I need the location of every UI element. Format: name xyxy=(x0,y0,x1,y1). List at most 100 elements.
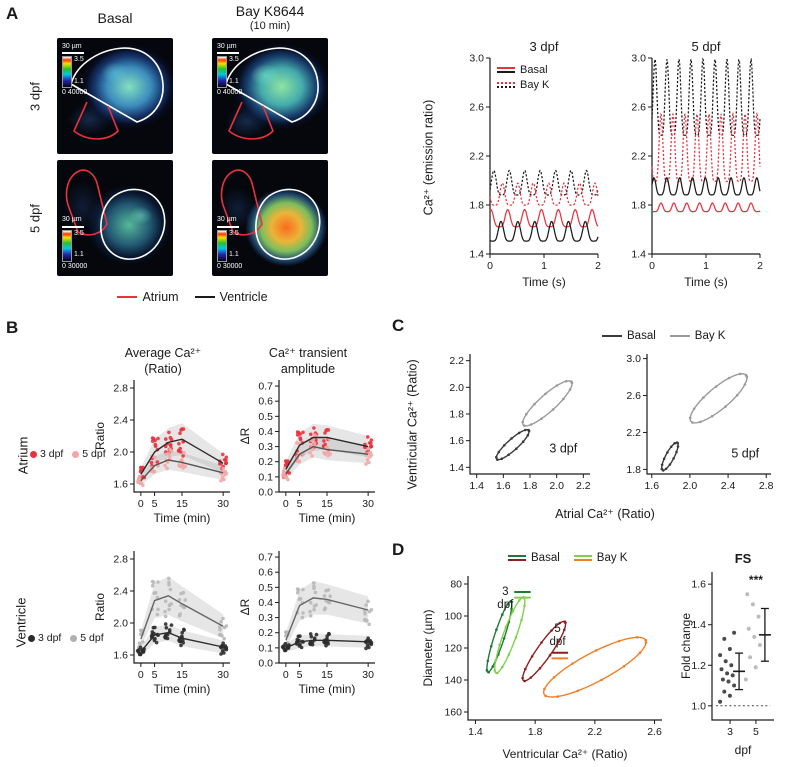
svg-text:0: 0 xyxy=(283,498,289,510)
svg-text:15: 15 xyxy=(321,669,333,681)
region-outlines xyxy=(65,169,166,260)
svg-text:3.0: 3.0 xyxy=(469,53,484,65)
svg-text:2.8: 2.8 xyxy=(113,383,128,395)
svg-text:2.0: 2.0 xyxy=(449,382,464,394)
row-label-3dpf: 3 dpf xyxy=(27,82,43,111)
colorbar xyxy=(62,229,72,262)
svg-text:ΔR: ΔR xyxy=(238,427,252,444)
svg-text:Time (s): Time (s) xyxy=(522,275,566,289)
colorbar-min: 1.1 xyxy=(74,251,84,259)
colorbar-min: 1.1 xyxy=(229,251,239,259)
legend-label: 5 dpf xyxy=(80,632,104,644)
svg-text:1.6: 1.6 xyxy=(449,435,464,447)
svg-text:Time (min): Time (min) xyxy=(299,682,356,696)
legend-item-bayk: Bay K xyxy=(573,552,627,564)
svg-text:5: 5 xyxy=(152,498,158,510)
calibration-block: 30 µm 3.5 1.1 0 30000 xyxy=(217,216,242,271)
phase-legend: Basal Bay K xyxy=(602,330,725,342)
svg-text:140: 140 xyxy=(444,675,462,687)
panel-c-label: C xyxy=(392,316,405,335)
basal-ventricle-line xyxy=(497,71,515,73)
bayk-lines-swatch xyxy=(573,555,592,561)
svg-text:160: 160 xyxy=(444,707,462,719)
svg-text:1.8: 1.8 xyxy=(523,480,538,492)
fluorescence-image-3dpf-basal: 30 µm 3.5 1.1 0 40000 xyxy=(57,38,173,154)
svg-text:0.4: 0.4 xyxy=(258,597,273,609)
svg-text:1.6: 1.6 xyxy=(496,480,511,492)
chart-atrium-ratio: 0 5 15 30 1.6 2.0 2.4 2.8 Time (min) Ratio xyxy=(93,380,230,525)
col-title-line2: amplitude xyxy=(280,361,336,376)
legend-item-ventricle: Ventricle xyxy=(194,290,268,304)
svg-text:1.8: 1.8 xyxy=(626,464,641,476)
svg-text:0.6: 0.6 xyxy=(258,396,273,408)
intensity-range: 0 40000 xyxy=(217,89,243,97)
ventricle-outline xyxy=(225,47,319,123)
svg-text:1.4: 1.4 xyxy=(691,619,706,631)
svg-text:0.3: 0.3 xyxy=(258,612,273,624)
fluorescence-image-3dpf-bayk: 30 µm 3.5 1.1 0 40000 xyxy=(212,38,328,154)
svg-text:Time (min): Time (min) xyxy=(299,511,356,525)
svg-text:0: 0 xyxy=(138,669,144,681)
calibration-block: 30 µm 3.5 1.1 0 30000 xyxy=(62,216,87,271)
bayk-line-swatch xyxy=(497,82,515,88)
bayk-3dpf-line xyxy=(573,555,592,557)
svg-text:2: 2 xyxy=(595,260,601,272)
row-label-5dpf: 5 dpf xyxy=(27,204,43,233)
svg-text:0.5: 0.5 xyxy=(258,411,273,423)
svg-text:3 dpf: 3 dpf xyxy=(530,39,559,54)
svg-text:0: 0 xyxy=(283,669,289,681)
legend-label: 5 dpf xyxy=(82,448,106,460)
svg-text:0: 0 xyxy=(487,260,493,272)
svg-text:dpf: dpf xyxy=(735,743,752,757)
calibration-block: 30 µm 3.5 1.1 0 40000 xyxy=(217,43,242,98)
svg-text:3: 3 xyxy=(727,726,733,738)
col-title-line2: (Ratio) xyxy=(144,361,182,376)
phase-y-axis-label: Ventricular Ca²⁺ (Ratio) xyxy=(405,359,420,490)
svg-text:5: 5 xyxy=(297,498,303,510)
svg-text:Time (min): Time (min) xyxy=(154,682,211,696)
dot-3dpf xyxy=(30,451,37,458)
svg-text:30: 30 xyxy=(362,669,374,681)
chart-ventricle-amplitude: 0 5 15 30 0.0 0.1 0.2 0.3 0.4 0.5 0.6 0.7 Time (min)… xyxy=(238,551,375,696)
svg-text:0.7: 0.7 xyxy=(258,552,273,564)
scale-bar xyxy=(217,225,239,228)
fluorescence-image-5dpf-basal: 30 µm 3.5 1.1 0 30000 xyxy=(57,160,173,276)
traces-y-axis-label: Ca²⁺ (emission ratio) xyxy=(421,99,436,216)
svg-text:0: 0 xyxy=(649,260,655,272)
colorbar-max: 3.5 xyxy=(229,229,239,237)
legend-label: Basal xyxy=(531,552,560,564)
svg-text:Ratio: Ratio xyxy=(93,593,107,621)
chart-phase-3dpf: 1.4 1.6 1.8 2.0 2.2 1.4 1.6 1.8 2.0 2.2 3 dpf xyxy=(449,354,591,492)
legend-label: 3 dpf xyxy=(40,448,64,460)
svg-text:Ratio: Ratio xyxy=(93,422,107,450)
col-title-transient-amplitude: Ca²⁺ transient amplitude xyxy=(237,346,379,377)
basal-line-swatch xyxy=(602,334,622,338)
ventricle-outline xyxy=(255,188,321,260)
atrium-outline xyxy=(228,101,274,140)
legend-label: Ventricle xyxy=(219,290,268,304)
scale-label: 30 µm xyxy=(217,43,237,50)
legend-label: Basal xyxy=(627,330,656,342)
scale-label: 30 µm xyxy=(217,216,237,224)
svg-text:2.0: 2.0 xyxy=(113,447,128,459)
svg-text:***: *** xyxy=(749,573,763,587)
col-title-line1: Average Ca²⁺ xyxy=(124,346,202,360)
chart-traces-3dpf: 0 1 2 1.4 1.8 2.2 2.6 3.0 Time (s) 3 dpf xyxy=(469,39,601,289)
svg-text:1.4: 1.4 xyxy=(469,249,484,261)
svg-text:1.8: 1.8 xyxy=(449,409,464,421)
basal-atrium-line xyxy=(497,67,515,69)
svg-text:100: 100 xyxy=(444,611,462,623)
svg-text:5 dpf: 5 dpf xyxy=(731,446,759,460)
dot-5dpf xyxy=(70,635,78,642)
svg-text:dpf: dpf xyxy=(550,636,567,648)
svg-text:0: 0 xyxy=(138,498,144,510)
svg-text:1.2: 1.2 xyxy=(691,660,706,672)
svg-text:30: 30 xyxy=(217,669,229,681)
calibration-block: 30 µm 3.5 1.1 0 40000 xyxy=(62,43,87,98)
row-label-atrium: Atrium xyxy=(15,436,31,475)
chart-phase-5dpf: 1.6 2.0 2.4 2.8 1.8 2.2 2.6 3.0 5 dpf xyxy=(626,353,773,492)
svg-text:2.6: 2.6 xyxy=(469,102,484,114)
diameter-legend: Basal Bay K xyxy=(508,552,627,564)
svg-text:1.6: 1.6 xyxy=(691,579,706,591)
svg-text:5 dpf: 5 dpf xyxy=(692,39,721,54)
